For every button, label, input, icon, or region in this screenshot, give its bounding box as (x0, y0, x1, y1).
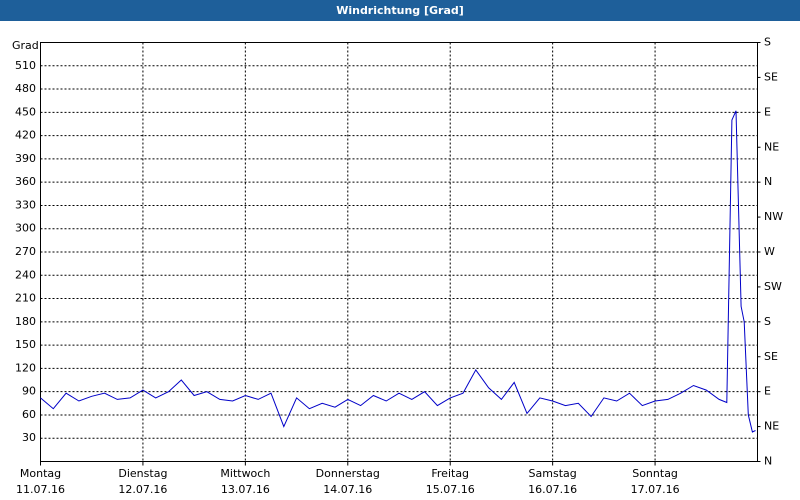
y-tick-label: 150 (15, 338, 36, 351)
y2-tick-label: NE (764, 140, 779, 153)
y2-tick-label: W (764, 245, 775, 258)
y2-tick-label: E (764, 385, 771, 398)
y2-tick-label: NE (764, 420, 779, 433)
y-tick-label: 330 (15, 198, 36, 211)
x-tick-label: 15.07.16 (426, 483, 475, 496)
y-tick-label: 30 (22, 431, 36, 444)
y-tick-label: 120 (15, 361, 36, 374)
y-tick-label: 240 (15, 268, 36, 281)
y-tick-label: 60 (22, 408, 36, 421)
x-tick-label: Donnerstag (316, 467, 380, 480)
y-tick-label: 180 (15, 315, 36, 328)
x-tick-label: 12.07.16 (118, 483, 167, 496)
title-bar (0, 0, 800, 21)
y-tick-label: 510 (15, 59, 36, 72)
x-tick-label: Samstag (529, 467, 577, 480)
y-tick-label: 210 (15, 292, 36, 305)
y-tick-label: 450 (15, 105, 36, 118)
x-tick-label: 11.07.16 (16, 483, 65, 496)
x-tick-label: 16.07.16 (528, 483, 577, 496)
y2-tick-label: E (764, 105, 771, 118)
y-tick-label: 420 (15, 129, 36, 142)
y-tick-label: 90 (22, 385, 36, 398)
y2-tick-label: SE (764, 350, 778, 363)
x-tick-label: Montag (20, 467, 61, 480)
x-tick-label: Dienstag (118, 467, 167, 480)
x-tick-label: 13.07.16 (221, 483, 270, 496)
y-tick-label: 480 (15, 82, 36, 95)
x-tick-label: Sonntag (632, 467, 678, 480)
y2-tick-label: S (764, 36, 771, 49)
y-tick-label: 390 (15, 152, 36, 165)
y-axis-label: Grad (12, 39, 39, 52)
x-tick-label: 14.07.16 (323, 483, 372, 496)
x-tick-label: Freitag (431, 467, 469, 480)
x-tick-label: Mittwoch (220, 467, 270, 480)
y-tick-label: 300 (15, 222, 36, 235)
data-line (40, 110, 756, 433)
x-tick-label: 17.07.16 (631, 483, 680, 496)
y2-tick-label: NW (764, 210, 783, 223)
y2-tick-label: N (764, 455, 772, 468)
y2-tick-label: N (764, 175, 772, 188)
y-tick-label: 270 (15, 245, 36, 258)
y2-tick-label: SE (764, 70, 778, 83)
y-tick-label: 360 (15, 175, 36, 188)
y2-tick-label: SW (764, 280, 782, 293)
y2-tick-label: S (764, 315, 771, 328)
chart-title: Windrichtung [Grad] (336, 4, 464, 17)
